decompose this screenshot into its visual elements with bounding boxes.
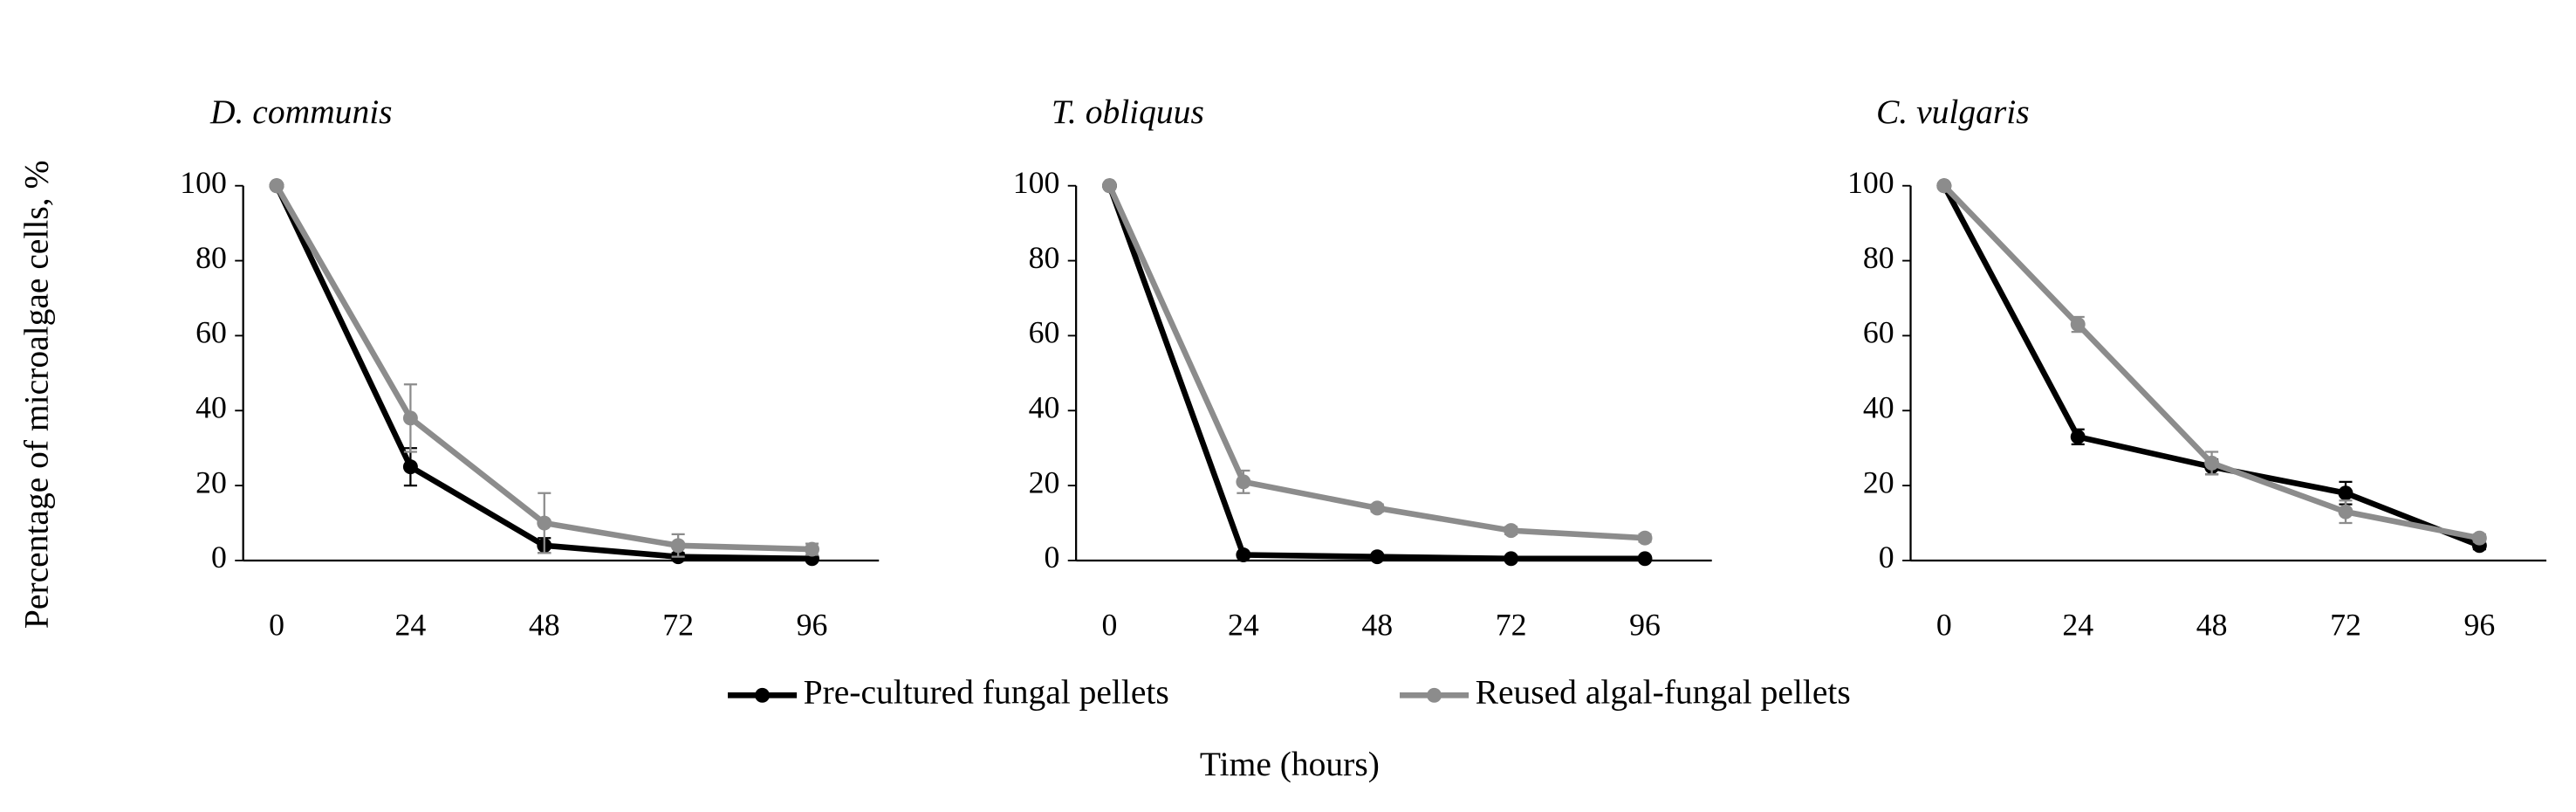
point xyxy=(537,515,552,531)
point xyxy=(805,541,820,557)
y-tick-label: 60 xyxy=(1029,315,1060,350)
point xyxy=(2070,429,2086,444)
point xyxy=(269,178,284,194)
point xyxy=(1504,551,1519,567)
point xyxy=(1369,500,1385,516)
y-axis-label: Percentage of microalgae cells, % xyxy=(17,161,55,629)
point xyxy=(1936,178,1952,194)
x-tick-label: 96 xyxy=(1629,607,1661,642)
x-tick-label: 72 xyxy=(1496,607,1527,642)
x-tick-label: 96 xyxy=(2463,607,2495,642)
point xyxy=(1637,551,1653,567)
point xyxy=(1504,523,1519,539)
y-tick-label: 100 xyxy=(180,165,227,200)
y-tick-label: 20 xyxy=(195,464,227,499)
point xyxy=(402,410,418,426)
y-tick-label: 80 xyxy=(1863,240,1894,275)
chart-title: C. vulgaris xyxy=(1876,93,2030,131)
x-tick-label: 24 xyxy=(2062,607,2093,642)
legend-label: Pre-cultured fungal pellets xyxy=(804,672,1169,711)
legend-label: Reused algal-fungal pellets xyxy=(1476,672,1851,711)
point xyxy=(2471,530,2487,546)
x-tick-label: 0 xyxy=(1936,607,1952,642)
x-tick-label: 24 xyxy=(1228,607,1259,642)
y-tick-label: 40 xyxy=(1863,389,1894,424)
x-tick-label: 0 xyxy=(1102,607,1118,642)
y-tick-label: 0 xyxy=(1879,540,1894,575)
point xyxy=(2338,485,2353,501)
point xyxy=(1369,549,1385,565)
y-tick-label: 0 xyxy=(211,540,227,575)
y-tick-label: 80 xyxy=(195,240,227,275)
x-tick-label: 48 xyxy=(2196,607,2228,642)
x-tick-label: 96 xyxy=(797,607,828,642)
y-tick-label: 60 xyxy=(1863,315,1894,350)
y-tick-label: 100 xyxy=(1847,165,1894,200)
y-tick-label: 80 xyxy=(1029,240,1060,275)
legend-marker xyxy=(755,687,771,703)
point xyxy=(2070,317,2086,333)
point xyxy=(2204,455,2220,471)
point xyxy=(1637,530,1653,546)
x-axis-label: Time (hours) xyxy=(1200,745,1380,783)
y-tick-label: 40 xyxy=(1029,389,1060,424)
point xyxy=(1236,474,1251,490)
point xyxy=(2338,504,2353,520)
x-tick-label: 24 xyxy=(395,607,427,642)
x-tick-label: 48 xyxy=(1361,607,1393,642)
point xyxy=(402,459,418,475)
y-tick-label: 0 xyxy=(1044,540,1059,575)
x-tick-label: 72 xyxy=(662,607,694,642)
point xyxy=(1102,178,1117,194)
x-tick-label: 48 xyxy=(529,607,560,642)
point xyxy=(670,538,686,554)
y-tick-label: 20 xyxy=(1863,464,1894,499)
legend-marker xyxy=(1427,687,1442,703)
y-tick-label: 60 xyxy=(195,315,227,350)
chart-title: D. communis xyxy=(209,93,393,131)
x-tick-label: 0 xyxy=(269,607,284,642)
x-tick-label: 72 xyxy=(2330,607,2361,642)
y-tick-label: 100 xyxy=(1013,165,1060,200)
chart-title: T. obliquus xyxy=(1052,93,1204,131)
y-tick-label: 40 xyxy=(195,389,227,424)
y-tick-label: 20 xyxy=(1029,464,1060,499)
point xyxy=(1236,547,1251,562)
